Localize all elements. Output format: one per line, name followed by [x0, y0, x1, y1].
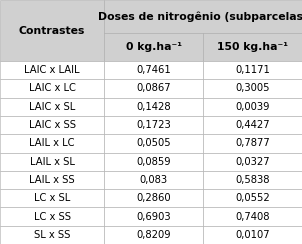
Bar: [104, 0, 302, 33]
Bar: [0, 226, 104, 244]
Text: LAIC x SL: LAIC x SL: [29, 102, 75, 112]
Bar: [0, 171, 104, 189]
Bar: [104, 79, 203, 98]
Text: 0,0327: 0,0327: [235, 157, 270, 167]
Text: LAIL x LC: LAIL x LC: [29, 138, 75, 148]
Text: 0,083: 0,083: [140, 175, 168, 185]
Bar: [203, 171, 302, 189]
Bar: [104, 226, 203, 244]
Text: 0 kg.ha⁻¹: 0 kg.ha⁻¹: [126, 42, 182, 52]
Text: 0,6903: 0,6903: [136, 212, 171, 222]
Bar: [104, 33, 203, 61]
Text: Contrastes: Contrastes: [19, 26, 85, 35]
Text: LAIC x SS: LAIC x SS: [29, 120, 76, 130]
Text: 0,0039: 0,0039: [235, 102, 270, 112]
Text: LAIL x SS: LAIL x SS: [29, 175, 75, 185]
Bar: [0, 61, 104, 79]
Text: LAIC x LAIL: LAIC x LAIL: [24, 65, 80, 75]
Bar: [104, 189, 203, 207]
Bar: [0, 98, 104, 116]
Text: 150 kg.ha⁻¹: 150 kg.ha⁻¹: [217, 42, 288, 52]
Bar: [203, 226, 302, 244]
Text: 0,2860: 0,2860: [136, 193, 171, 203]
Text: 0,7408: 0,7408: [235, 212, 270, 222]
Bar: [104, 152, 203, 171]
Text: 0,5838: 0,5838: [235, 175, 270, 185]
Text: 0,0107: 0,0107: [235, 230, 270, 240]
Text: 0,3005: 0,3005: [235, 83, 270, 93]
Bar: [203, 98, 302, 116]
Bar: [0, 207, 104, 226]
Text: 0,0552: 0,0552: [235, 193, 270, 203]
Text: Doses de nitrogênio (subparcelas): Doses de nitrogênio (subparcelas): [98, 11, 302, 22]
Text: LC x SL: LC x SL: [34, 193, 70, 203]
Text: LC x SS: LC x SS: [34, 212, 71, 222]
Bar: [104, 207, 203, 226]
Text: 0,7877: 0,7877: [235, 138, 270, 148]
Text: 0,8209: 0,8209: [136, 230, 171, 240]
Bar: [203, 152, 302, 171]
Text: SL x SS: SL x SS: [34, 230, 70, 240]
Bar: [104, 98, 203, 116]
Bar: [0, 189, 104, 207]
Bar: [104, 116, 203, 134]
Bar: [203, 61, 302, 79]
Bar: [203, 33, 302, 61]
Bar: [104, 134, 203, 152]
Bar: [203, 207, 302, 226]
Bar: [104, 61, 203, 79]
Text: 0,0505: 0,0505: [136, 138, 171, 148]
Text: 0,1171: 0,1171: [235, 65, 270, 75]
Bar: [104, 171, 203, 189]
Bar: [0, 134, 104, 152]
Bar: [0, 79, 104, 98]
Text: 0,4427: 0,4427: [235, 120, 270, 130]
Bar: [203, 189, 302, 207]
Bar: [0, 0, 104, 61]
Text: LAIL x SL: LAIL x SL: [30, 157, 75, 167]
Bar: [0, 152, 104, 171]
Text: 0,0867: 0,0867: [136, 83, 171, 93]
Bar: [203, 116, 302, 134]
Text: 0,0859: 0,0859: [136, 157, 171, 167]
Text: 0,7461: 0,7461: [136, 65, 171, 75]
Text: 0,1428: 0,1428: [136, 102, 171, 112]
Text: LAIC x LC: LAIC x LC: [29, 83, 76, 93]
Bar: [203, 134, 302, 152]
Bar: [0, 116, 104, 134]
Bar: [203, 79, 302, 98]
Text: 0,1723: 0,1723: [136, 120, 171, 130]
